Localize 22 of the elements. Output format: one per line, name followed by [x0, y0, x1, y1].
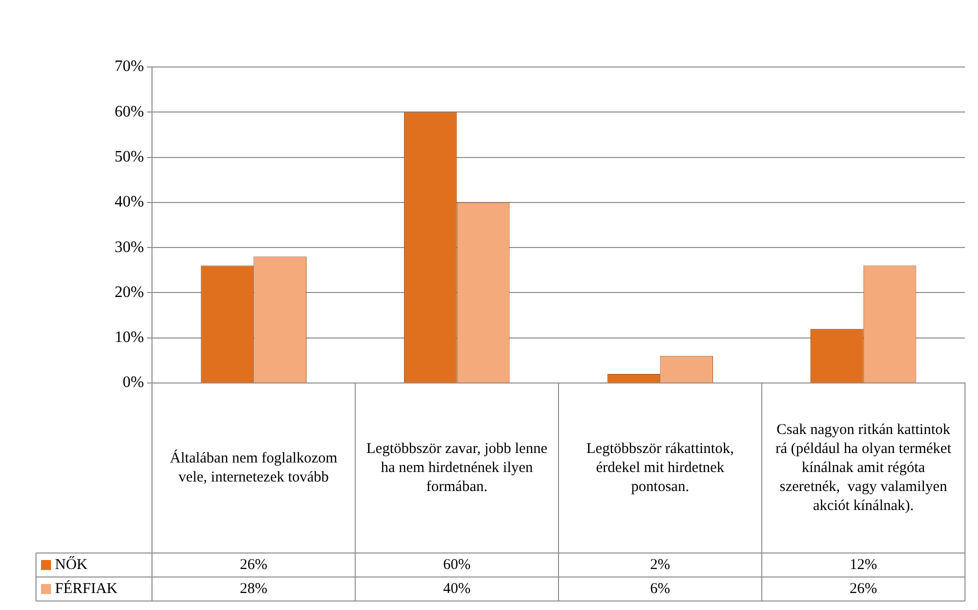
y-tick-label: 20%	[114, 284, 144, 301]
x-tick-label: Legtöbbször rákattintok, érdekel mit hirdetnek pontosan.	[586, 440, 734, 495]
y-tick-label: 50%	[114, 148, 144, 166]
data-label: 26%	[850, 580, 878, 597]
data-label: 26%	[240, 556, 268, 573]
data-label: 6%	[650, 580, 670, 597]
y-tick-label: 60%	[114, 103, 144, 120]
data-label: 12%	[850, 556, 878, 573]
data-label: 60%	[443, 556, 471, 573]
y-tick-label: 0%	[122, 374, 144, 392]
x-tick-label: Legtöbbször zavar, jobb lenne ha nem hirdetnének ilyen formában.	[366, 440, 548, 495]
x-tick-label: Általában nem foglalkozom vele, internetezek tovább	[170, 449, 338, 486]
legend-label: NŐK	[55, 556, 88, 573]
x-tick-label: Csak nagyon ritkán kattintok rá (például ha olyan terméket kínálnak amit régóta szeretnék, vagy valamilyen akciót kínálnak).	[775, 422, 952, 514]
y-tick-label: 70%	[114, 58, 144, 76]
data-label: 28%	[240, 580, 268, 597]
y-tick-label: 10%	[114, 329, 144, 346]
legend-label: FÉRFIAK	[55, 580, 118, 597]
y-tick-label: 40%	[114, 194, 144, 211]
data-label: 40%	[443, 580, 471, 597]
data-label: 2%	[650, 556, 670, 573]
y-tick-label: 30%	[114, 238, 144, 256]
